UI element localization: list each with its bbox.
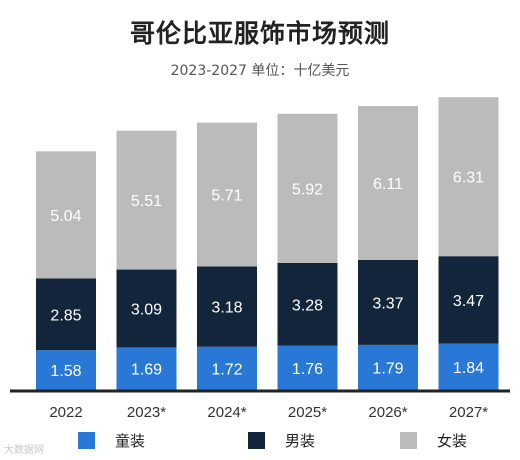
bar-men-2023: [116, 269, 177, 348]
bar-women-2027: [438, 97, 499, 257]
bar-women-2025: [277, 113, 338, 263]
bar-kids-2026: [358, 344, 418, 390]
data-label-men-2022: 2.85: [50, 307, 81, 324]
legend-item-men: 男装: [248, 430, 315, 451]
x-tick-label-2023: 2023*: [127, 404, 166, 421]
data-label-men-2026: 3.37: [372, 295, 403, 312]
bar-kids-2025: [277, 345, 338, 390]
bar-men-2024: [197, 266, 257, 347]
x-tick-label-2024: 2024*: [207, 404, 246, 421]
legend-item-kids: 童装: [78, 430, 145, 451]
data-label-women-2024: 5.71: [211, 188, 242, 205]
data-label-kids-2026: 1.79: [372, 360, 403, 377]
data-label-men-2027: 3.47: [453, 293, 484, 310]
data-label-women-2026: 6.11: [373, 176, 403, 193]
bar-women-2023: [116, 130, 177, 270]
legend-label-men: 男装: [285, 432, 316, 450]
bar-men-2026: [358, 259, 418, 345]
data-label-women-2022: 5.04: [50, 208, 81, 225]
legend-label-women: 女装: [437, 432, 468, 450]
x-tick-label-2027: 2027*: [449, 404, 488, 421]
legend-swatch-women: [400, 432, 417, 449]
x-tick-label-2022: 2022: [49, 404, 82, 421]
data-label-kids-2024: 1.72: [211, 361, 242, 378]
bar-kids-2027: [438, 343, 499, 390]
legend-swatch-men: [248, 432, 265, 449]
legend: 童装 男装 女装: [0, 430, 520, 454]
bar-women-2026: [358, 105, 418, 260]
bar-kids-2023: [116, 347, 177, 390]
bar-women-2024: [197, 122, 257, 267]
chart-title: 哥伦比亚服饰市场预测: [129, 19, 390, 48]
data-label-men-2023: 3.09: [131, 301, 162, 318]
data-label-women-2027: 6.31: [453, 170, 484, 187]
data-label-women-2025: 5.92: [292, 181, 323, 198]
bar-kids-2024: [197, 346, 257, 390]
legend-label-kids: 童装: [115, 432, 146, 450]
data-label-kids-2023: 1.69: [131, 362, 162, 379]
legend-item-women: 女装: [400, 430, 467, 451]
x-tick-label-2025: 2025*: [288, 404, 327, 421]
chart-subtitle: 2023-2027 单位：十亿美元: [170, 63, 350, 79]
stacked-bar-chart: 1.58 2.85 5.04 2022 1.69 3.09 5.51 2023* 1.72 3.1…: [10, 97, 510, 421]
data-label-kids-2027: 1.84: [453, 360, 484, 377]
data-label-kids-2025: 1.76: [292, 361, 323, 378]
x-tick-label-2026: 2026*: [368, 404, 407, 421]
data-label-men-2025: 3.28: [292, 297, 323, 314]
watermark-text: 大数据网: [4, 445, 44, 456]
bar-men-2027: [438, 256, 499, 344]
data-label-women-2023: 5.51: [131, 193, 162, 210]
data-label-kids-2022: 1.58: [50, 363, 81, 380]
data-label-men-2024: 3.18: [211, 300, 242, 317]
legend-swatch-kids: [78, 432, 95, 449]
bar-men-2022: [36, 278, 96, 351]
bar-kids-2022: [36, 350, 96, 390]
bar-women-2022: [36, 151, 96, 279]
bar-men-2025: [277, 262, 338, 346]
